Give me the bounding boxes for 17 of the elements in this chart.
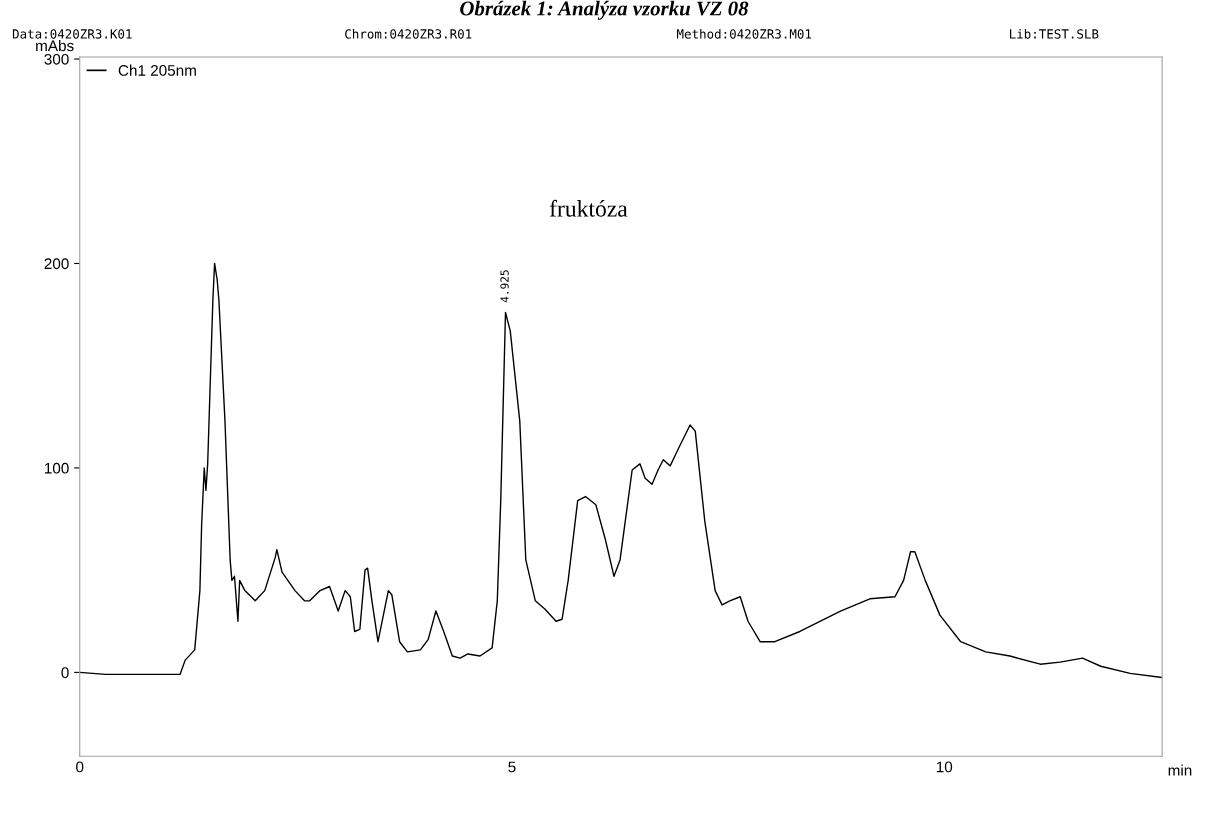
y-tick-label: 300 bbox=[44, 53, 69, 65]
text: Chrom:0420ZR3.R01 bbox=[345, 28, 472, 39]
y-tick-label: 0 bbox=[61, 667, 69, 679]
y-tick-label: 100 bbox=[44, 462, 69, 474]
text: Data:0420ZR3.K01 bbox=[12, 29, 132, 39]
y-axis-title: mAbs bbox=[36, 39, 74, 52]
annotation: fruktóza bbox=[549, 199, 628, 217]
legend-label: Ch1 205nm bbox=[118, 64, 196, 76]
text: Method:0420ZR3.M01 bbox=[677, 28, 812, 39]
x-tick-label: 10 bbox=[936, 761, 953, 773]
chart-title: Obrázek 1: Analýza vzorku VZ 08 bbox=[460, 0, 749, 20]
text: Lib:TEST.SLB bbox=[1009, 28, 1099, 39]
y-tick-label: 200 bbox=[44, 258, 69, 270]
x-tick-label: 5 bbox=[508, 761, 516, 773]
x-axis-title: min bbox=[1168, 764, 1192, 776]
annotation: 4.925 bbox=[500, 270, 509, 303]
x-tick-label: 0 bbox=[76, 761, 84, 773]
